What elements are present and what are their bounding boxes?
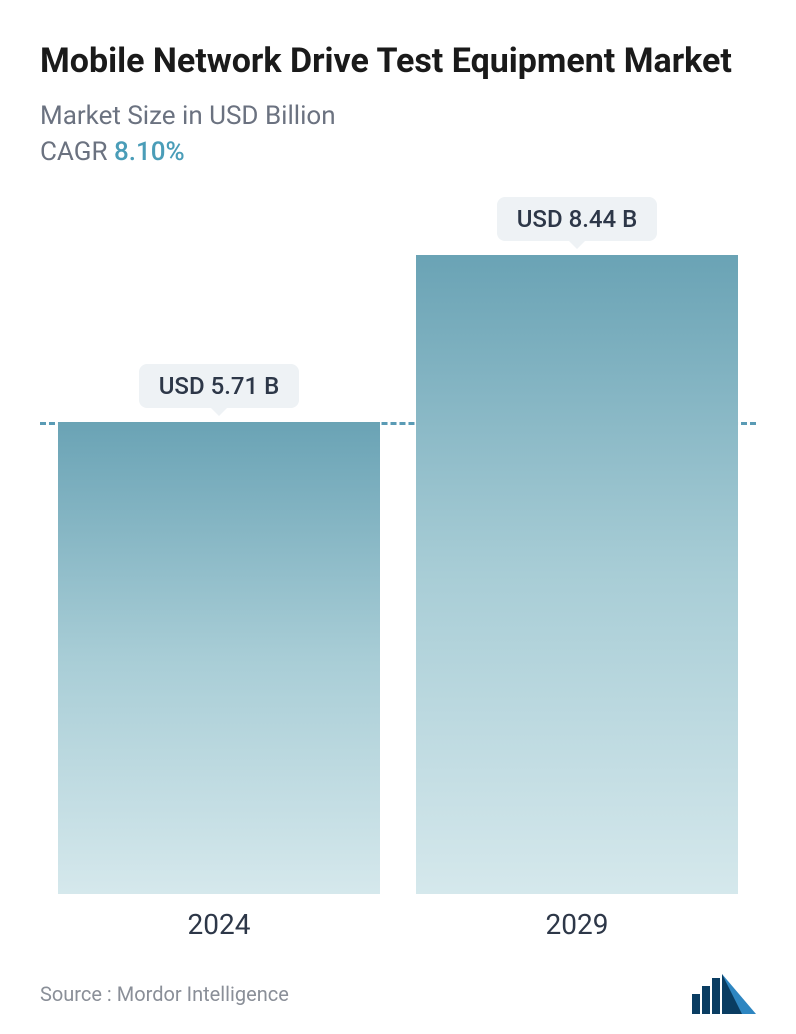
cagr-label: CAGR <box>40 137 107 167</box>
x-axis-label: 2029 <box>416 894 738 954</box>
source-value: Mordor Intelligence <box>117 982 289 1006</box>
source-text: Source : Mordor Intelligence <box>40 982 289 1006</box>
bar-value-label: USD 5.71 B <box>139 364 300 408</box>
cagr-value: 8.10% <box>114 137 185 167</box>
chart-footer: Source : Mordor Intelligence <box>40 964 756 1014</box>
source-label: Source : <box>40 982 112 1006</box>
bar <box>416 255 738 895</box>
chart-container: Mobile Network Drive Test Equipment Mark… <box>0 0 796 1034</box>
chart-title: Mobile Network Drive Test Equipment Mark… <box>40 40 756 83</box>
bar <box>58 422 380 894</box>
x-axis-label: 2024 <box>58 894 380 954</box>
chart-inner: USD 5.71 B USD 8.44 B 2024 2029 <box>40 197 756 955</box>
bar-group: USD 8.44 B <box>416 197 738 895</box>
chart-subtitle: Market Size in USD Billion <box>40 101 756 131</box>
mordor-logo-icon <box>692 974 756 1014</box>
x-axis-labels: 2024 2029 <box>40 894 756 954</box>
bars-wrap: USD 5.71 B USD 8.44 B <box>40 197 756 895</box>
chart-area: USD 5.71 B USD 8.44 B 2024 2029 <box>40 197 756 955</box>
bar-group: USD 5.71 B <box>58 197 380 895</box>
bar-value-label: USD 8.44 B <box>497 197 658 241</box>
cagr-line: CAGR 8.10% <box>40 137 756 167</box>
